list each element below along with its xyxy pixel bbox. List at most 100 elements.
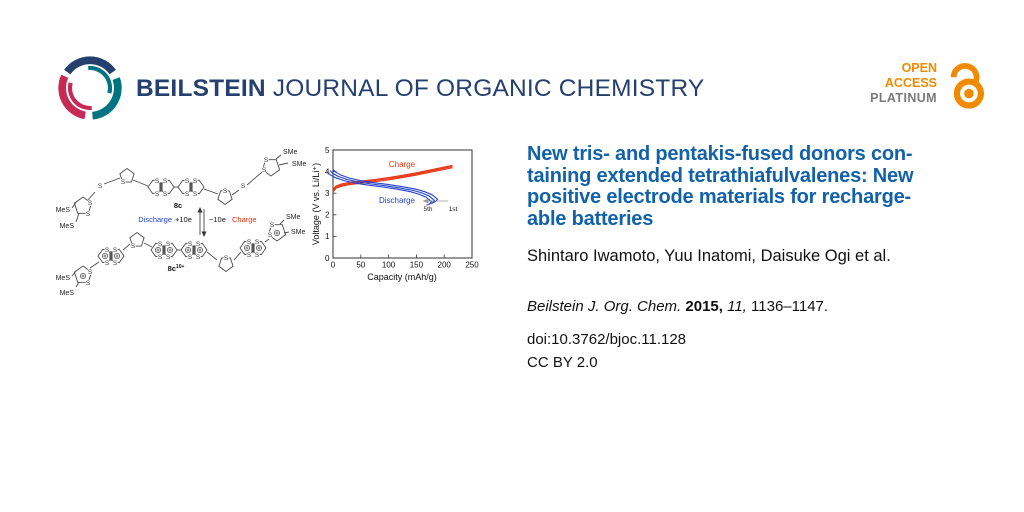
discharge-label: Discharge xyxy=(138,215,172,224)
bond xyxy=(231,189,240,196)
redox-annotation: Discharge +10e −10e Charge xyxy=(138,207,257,237)
ring xyxy=(110,248,125,264)
atom-label-s: S xyxy=(105,260,110,267)
open-access-text: OPEN ACCESS PLATINUM xyxy=(870,61,937,106)
x-tick-label: 200 xyxy=(438,261,452,270)
x-tick-label: 50 xyxy=(356,261,365,270)
article-license: CC BY 2.0 xyxy=(527,354,598,371)
open-lock-icon xyxy=(950,63,985,109)
journal-title: BEILSTEIN JOURNAL OF ORGANIC CHEMISTRY xyxy=(136,75,704,103)
y-tick-label: 0 xyxy=(325,254,330,263)
atom-label-s: S xyxy=(223,188,228,195)
bond xyxy=(103,177,121,185)
data-curves: Charge Discharge xyxy=(326,160,453,206)
ring xyxy=(147,179,162,195)
atom-label-s: S xyxy=(193,178,198,185)
bond xyxy=(87,191,96,201)
atom-label-s: S xyxy=(255,239,260,246)
article-title[interactable]: New tris- and pentakis-fused donors con-… xyxy=(527,143,952,230)
logo-arc-crimson xyxy=(58,74,87,120)
atom-label-s: S xyxy=(113,247,118,254)
bond xyxy=(203,188,219,195)
atom-label-s: S xyxy=(166,241,171,248)
ring xyxy=(119,167,135,183)
bond xyxy=(206,251,218,261)
title-line: able batteries xyxy=(527,207,654,230)
ring xyxy=(261,159,281,177)
y-tick-label: 3 xyxy=(325,189,330,198)
atom-label-s: S xyxy=(185,191,190,198)
substituent-label: SMe xyxy=(291,229,306,236)
molecule-neutral-label: 8c xyxy=(174,201,182,210)
substituent-label: MeS xyxy=(56,275,71,282)
atom-label-s: S xyxy=(247,239,252,246)
atom-label-s: S xyxy=(185,178,190,185)
atom-label-s: S xyxy=(166,254,171,261)
y-tick-label: 1 xyxy=(325,232,330,241)
up-arrowhead-icon xyxy=(197,207,203,213)
bond xyxy=(246,171,263,186)
ring xyxy=(217,190,233,206)
open-access-badge[interactable]: OPEN ACCESS PLATINUM xyxy=(870,56,990,110)
discharge-electrons: +10e xyxy=(175,215,192,224)
substituent-label: MeS xyxy=(60,290,75,297)
bond xyxy=(279,219,285,225)
ring xyxy=(193,242,208,258)
y-tick-label: 2 xyxy=(325,211,330,220)
ring xyxy=(163,242,178,258)
journal-name-bold: BEILSTEIN xyxy=(136,75,266,102)
citation-pages: 1136–1147. xyxy=(751,298,829,315)
atom-label-s: S xyxy=(264,157,269,164)
beilstein-logo[interactable] xyxy=(55,53,125,123)
atom-label-s: S xyxy=(196,254,201,261)
discharge-series-label: Discharge xyxy=(379,196,416,205)
cycle-end-label: 5th xyxy=(423,206,432,213)
bond xyxy=(122,243,131,251)
x-axis-label: Capacity (mAh/g) xyxy=(367,272,437,282)
atom-label-s: S xyxy=(262,167,267,174)
citation-volume: 11, xyxy=(727,298,747,315)
atom-label-s: S xyxy=(88,269,93,276)
x-tick-label: 0 xyxy=(331,261,336,270)
atom-label-s: S xyxy=(224,255,229,262)
ring xyxy=(267,224,287,242)
open-access-label-open: OPEN xyxy=(901,60,937,75)
bond xyxy=(75,281,80,288)
citation-journal: Beilstein J. Org. Chem. xyxy=(527,298,682,315)
atom-label-s: S xyxy=(98,183,103,190)
y-tick-label: 5 xyxy=(325,146,330,155)
atom-label-s: S xyxy=(131,243,136,250)
cycle-arrowhead-icon xyxy=(422,198,429,204)
discharge-curve xyxy=(329,170,436,205)
article-doi[interactable]: doi:10.3762/bjoc.11.128 xyxy=(527,331,687,348)
y-axis-label: Voltage (V vs. Li/Li⁺) xyxy=(312,163,321,245)
x-tick-label: 100 xyxy=(382,261,396,270)
atom-label-s: S xyxy=(88,200,93,207)
article-panel: New tris- and pentakis-fused donors con-… xyxy=(527,143,952,371)
charge-curve xyxy=(332,165,453,192)
cycle-annotation: 5th 1st xyxy=(422,198,458,213)
article-citation: Beilstein J. Org. Chem. 2015, 11, 1136–1… xyxy=(527,298,952,315)
molecule-oxidized-label: 8c10+ xyxy=(168,264,185,273)
title-line: positive electrode materials for recharg… xyxy=(527,186,911,208)
ring xyxy=(190,179,205,195)
down-arrowhead-icon xyxy=(201,231,207,237)
substituent-label: MeS xyxy=(60,223,75,230)
atom-label-s: S xyxy=(121,179,126,186)
journal-name-rest: JOURNAL OF ORGANIC CHEMISTRY xyxy=(272,75,705,102)
atom-label-s: S xyxy=(113,260,118,267)
atom-label-s: S xyxy=(188,254,193,261)
bond xyxy=(89,261,100,269)
charge-label: Charge xyxy=(232,215,257,224)
ring xyxy=(73,196,93,214)
bond xyxy=(264,238,270,243)
logo-inner-arc-crimson xyxy=(67,82,92,111)
bond xyxy=(143,242,153,248)
ring xyxy=(150,242,165,258)
atom-label-s: S xyxy=(188,241,193,248)
substituent-label: SMe xyxy=(292,161,307,168)
